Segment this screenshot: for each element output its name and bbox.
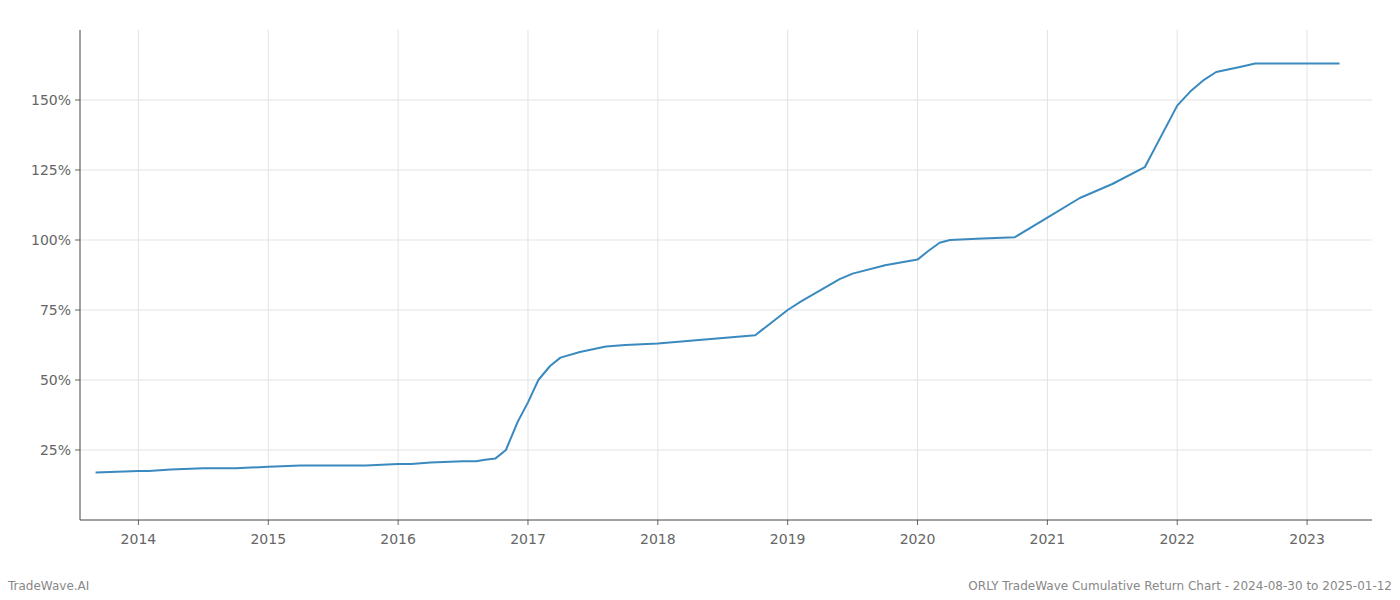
tick-y (75, 310, 80, 311)
chart: 2014 2015 2016 2017 2018 2019 2020 2021 2022 2023… (0, 0, 1400, 600)
grid-line-y (80, 380, 1372, 381)
grid-line-x (138, 30, 139, 520)
tick-label-x: 2020 (900, 531, 936, 547)
tick-label-y: 75% (40, 302, 71, 318)
tick-label-y: 150% (31, 92, 71, 108)
tick-x (917, 520, 918, 525)
grid-line-y (80, 100, 1372, 101)
tick-label-y: 50% (40, 372, 71, 388)
tick-label-x: 2022 (1159, 531, 1195, 547)
tick-x (1307, 520, 1308, 525)
tick-x (1177, 520, 1178, 525)
tick-x (657, 520, 658, 525)
tick-label-x: 2014 (121, 531, 157, 547)
tick-label-x: 2018 (640, 531, 676, 547)
grid-line-y (80, 310, 1372, 311)
grid-line-x (1177, 30, 1178, 520)
tick-x (398, 520, 399, 525)
tick-label-y: 100% (31, 232, 71, 248)
grid (80, 30, 1372, 520)
tick-x (527, 520, 528, 525)
tick-label-y: 125% (31, 162, 71, 178)
footer-text: TradeWave.AI (7, 579, 89, 593)
tick-x (138, 520, 139, 525)
tick-label-y: 25% (40, 442, 71, 458)
tick-x (1047, 520, 1048, 525)
tick-label-x: 2017 (510, 531, 546, 547)
tick-y (75, 380, 80, 381)
tick-y (75, 450, 80, 451)
tick-y (75, 240, 80, 241)
grid-line-x (1047, 30, 1048, 520)
tick-label-x: 2015 (250, 531, 286, 547)
tick-label-x: 2016 (380, 531, 416, 547)
grid-line-x (917, 30, 918, 520)
grid-line-y (80, 170, 1372, 171)
grid-line-x (268, 30, 269, 520)
axes: 2014 2015 2016 2017 2018 2019 2020 2021 2022 2023… (31, 30, 1372, 547)
tick-label-x: 2021 (1030, 531, 1066, 547)
grid-line-x (787, 30, 788, 520)
grid-line-x (398, 30, 399, 520)
axis-y (80, 30, 81, 520)
grid-line-x (1307, 30, 1308, 520)
tick-label-x: 2023 (1289, 531, 1325, 547)
grid-line-x (527, 30, 528, 520)
grid-line-y (80, 240, 1372, 241)
tick-y (75, 100, 80, 101)
tick-y (75, 170, 80, 171)
line (96, 64, 1340, 473)
axis-x (80, 520, 1372, 521)
tick-x (268, 520, 269, 525)
grid-line-y (80, 450, 1372, 451)
tick-label-x: 2019 (770, 531, 806, 547)
footer-text: ORLY TradeWave Cumulative Return Chart -… (968, 579, 1392, 593)
tick-x (787, 520, 788, 525)
plot-area (96, 64, 1340, 473)
background (0, 0, 1400, 600)
grid-line-x (657, 30, 658, 520)
